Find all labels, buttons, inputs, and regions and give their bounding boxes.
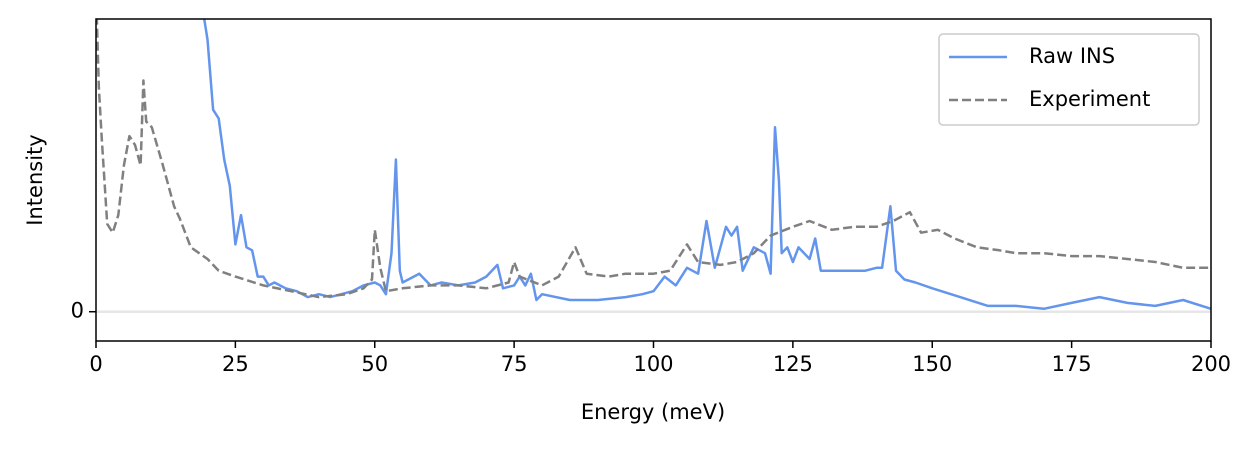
x-tick-label: 75 <box>501 352 528 376</box>
plot-area <box>96 19 1211 313</box>
legend-label: Raw INS <box>1029 44 1115 68</box>
x-tick-label: 175 <box>1052 352 1092 376</box>
y-tick-label: 0 <box>71 299 84 323</box>
x-tick-label: 50 <box>361 352 388 376</box>
y-axis-label: Intensity <box>23 134 47 225</box>
series-line <box>96 19 1211 299</box>
series-line <box>202 19 1211 311</box>
legend-label: Experiment <box>1029 87 1150 111</box>
x-tick-label: 150 <box>912 352 952 376</box>
x-tick-label: 100 <box>633 352 673 376</box>
x-tick-label: 25 <box>222 352 249 376</box>
x-tick-label: 200 <box>1191 352 1231 376</box>
x-tick-label: 125 <box>773 352 813 376</box>
x-tick-label: 0 <box>89 352 102 376</box>
x-axis-label: Energy (meV) <box>581 400 725 424</box>
legend: Raw INS Experiment <box>938 33 1200 126</box>
